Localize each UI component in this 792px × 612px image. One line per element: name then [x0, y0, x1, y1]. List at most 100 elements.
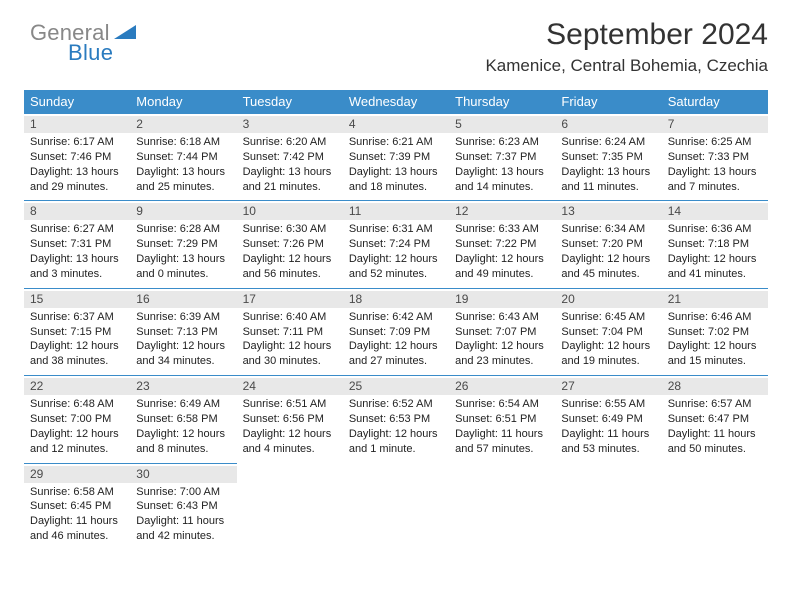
day-cell: 2 Sunrise: 6:18 AMSunset: 7:44 PMDaylight…	[130, 114, 236, 201]
day-header: Friday	[555, 90, 661, 114]
day-details: Sunrise: 6:28 AMSunset: 7:29 PMDaylight:…	[130, 222, 236, 281]
table-row: 22 Sunrise: 6:48 AMSunset: 7:00 PMDayligh…	[24, 376, 768, 463]
day-number: 27	[555, 378, 661, 395]
day-cell: 25 Sunrise: 6:52 AMSunset: 6:53 PMDayligh…	[343, 376, 449, 463]
header: General Blue September 2024 Kamenice, Ce…	[24, 18, 768, 76]
day-cell: 8 Sunrise: 6:27 AMSunset: 7:31 PMDaylight…	[24, 201, 130, 288]
day-number: 14	[662, 203, 768, 220]
day-cell: 19Sunrise: 6:43 AMSunset: 7:07 PMDayligh…	[449, 288, 555, 375]
day-details: Sunrise: 6:17 AMSunset: 7:46 PMDaylight:…	[24, 135, 130, 194]
day-details: Sunrise: 6:24 AMSunset: 7:35 PMDaylight:…	[555, 135, 661, 194]
day-header: Sunday	[24, 90, 130, 114]
day-details: Sunrise: 6:48 AMSunset: 7:00 PMDaylight:…	[24, 397, 130, 456]
day-number: 21	[662, 291, 768, 308]
day-header: Thursday	[449, 90, 555, 114]
day-number: 17	[237, 291, 343, 308]
day-cell: 23Sunrise: 6:49 AMSunset: 6:58 PMDayligh…	[130, 376, 236, 463]
day-details: Sunrise: 6:27 AMSunset: 7:31 PMDaylight:…	[24, 222, 130, 281]
day-cell: 30 Sunrise: 7:00 AMSunset: 6:43 PMDayligh…	[130, 463, 236, 550]
table-row: 1 Sunrise: 6:17 AMSunset: 7:46 PMDaylight…	[24, 114, 768, 201]
day-cell: 3 Sunrise: 6:20 AMSunset: 7:42 PMDaylight…	[237, 114, 343, 201]
day-number: 3	[237, 116, 343, 133]
day-header: Monday	[130, 90, 236, 114]
day-details: Sunrise: 6:18 AMSunset: 7:44 PMDaylight:…	[130, 135, 236, 194]
day-details: Sunrise: 6:54 AMSunset: 6:51 PMDaylight:…	[449, 397, 555, 456]
day-cell: 11Sunrise: 6:31 AMSunset: 7:24 PMDayligh…	[343, 201, 449, 288]
day-number: 29	[24, 466, 130, 483]
day-header: Saturday	[662, 90, 768, 114]
day-details: Sunrise: 6:23 AMSunset: 7:37 PMDaylight:…	[449, 135, 555, 194]
day-cell: 22 Sunrise: 6:48 AMSunset: 7:00 PMDayligh…	[24, 376, 130, 463]
day-cell	[555, 463, 661, 550]
day-details: Sunrise: 6:37 AMSunset: 7:15 PMDaylight:…	[24, 310, 130, 369]
day-header: Wednesday	[343, 90, 449, 114]
day-cell: 24Sunrise: 6:51 AMSunset: 6:56 PMDayligh…	[237, 376, 343, 463]
title-block: September 2024 Kamenice, Central Bohemia…	[485, 18, 768, 76]
day-details: Sunrise: 6:21 AMSunset: 7:39 PMDaylight:…	[343, 135, 449, 194]
day-details: Sunrise: 6:42 AMSunset: 7:09 PMDaylight:…	[343, 310, 449, 369]
day-header: Tuesday	[237, 90, 343, 114]
day-cell: 27 Sunrise: 6:55 AMSunset: 6:49 PMDayligh…	[555, 376, 661, 463]
day-details: Sunrise: 6:20 AMSunset: 7:42 PMDaylight:…	[237, 135, 343, 194]
day-number: 15	[24, 291, 130, 308]
day-number: 23	[130, 378, 236, 395]
day-details: Sunrise: 6:55 AMSunset: 6:49 PMDaylight:…	[555, 397, 661, 456]
day-number: 30	[130, 466, 236, 483]
day-cell: 28 Sunrise: 6:57 AMSunset: 6:47 PMDayligh…	[662, 376, 768, 463]
day-cell: 4Sunrise: 6:21 AMSunset: 7:39 PMDaylight…	[343, 114, 449, 201]
day-details: Sunrise: 6:30 AMSunset: 7:26 PMDaylight:…	[237, 222, 343, 281]
day-details: Sunrise: 6:46 AMSunset: 7:02 PMDaylight:…	[662, 310, 768, 369]
day-cell	[237, 463, 343, 550]
location: Kamenice, Central Bohemia, Czechia	[485, 56, 768, 76]
day-cell: 17 Sunrise: 6:40 AMSunset: 7:11 PMDayligh…	[237, 288, 343, 375]
day-number: 9	[130, 203, 236, 220]
day-details: Sunrise: 6:39 AMSunset: 7:13 PMDaylight:…	[130, 310, 236, 369]
day-number: 19	[449, 291, 555, 308]
day-number: 28	[662, 378, 768, 395]
day-details: Sunrise: 6:45 AMSunset: 7:04 PMDaylight:…	[555, 310, 661, 369]
day-details: Sunrise: 6:33 AMSunset: 7:22 PMDaylight:…	[449, 222, 555, 281]
day-cell: 14 Sunrise: 6:36 AMSunset: 7:18 PMDayligh…	[662, 201, 768, 288]
logo: General Blue	[30, 20, 138, 66]
day-number: 20	[555, 291, 661, 308]
day-number: 10	[237, 203, 343, 220]
table-row: 15 Sunrise: 6:37 AMSunset: 7:15 PMDayligh…	[24, 288, 768, 375]
day-number: 12	[449, 203, 555, 220]
day-number: 5	[449, 116, 555, 133]
day-cell	[449, 463, 555, 550]
day-cell: 26Sunrise: 6:54 AMSunset: 6:51 PMDayligh…	[449, 376, 555, 463]
day-number: 13	[555, 203, 661, 220]
day-number: 22	[24, 378, 130, 395]
page-title: September 2024	[485, 18, 768, 52]
day-details: Sunrise: 7:00 AMSunset: 6:43 PMDaylight:…	[130, 485, 236, 544]
day-cell	[662, 463, 768, 550]
day-number: 7	[662, 116, 768, 133]
day-cell: 1 Sunrise: 6:17 AMSunset: 7:46 PMDaylight…	[24, 114, 130, 201]
day-details: Sunrise: 6:25 AMSunset: 7:33 PMDaylight:…	[662, 135, 768, 194]
logo-triangle-icon	[114, 23, 138, 46]
day-cell: 20 Sunrise: 6:45 AMSunset: 7:04 PMDayligh…	[555, 288, 661, 375]
day-number: 6	[555, 116, 661, 133]
day-number: 16	[130, 291, 236, 308]
day-number: 1	[24, 116, 130, 133]
day-number: 18	[343, 291, 449, 308]
table-row: 29 Sunrise: 6:58 AMSunset: 6:45 PMDayligh…	[24, 463, 768, 550]
day-cell: 6 Sunrise: 6:24 AMSunset: 7:35 PMDaylight…	[555, 114, 661, 201]
day-details: Sunrise: 6:40 AMSunset: 7:11 PMDaylight:…	[237, 310, 343, 369]
day-details: Sunrise: 6:36 AMSunset: 7:18 PMDaylight:…	[662, 222, 768, 281]
day-number: 2	[130, 116, 236, 133]
day-cell: 12 Sunrise: 6:33 AMSunset: 7:22 PMDayligh…	[449, 201, 555, 288]
day-number: 8	[24, 203, 130, 220]
day-cell: 10 Sunrise: 6:30 AMSunset: 7:26 PMDayligh…	[237, 201, 343, 288]
day-cell: 16 Sunrise: 6:39 AMSunset: 7:13 PMDayligh…	[130, 288, 236, 375]
day-details: Sunrise: 6:57 AMSunset: 6:47 PMDaylight:…	[662, 397, 768, 456]
day-details: Sunrise: 6:34 AMSunset: 7:20 PMDaylight:…	[555, 222, 661, 281]
day-cell: 9 Sunrise: 6:28 AMSunset: 7:29 PMDaylight…	[130, 201, 236, 288]
day-number: 25	[343, 378, 449, 395]
day-details: Sunrise: 6:58 AMSunset: 6:45 PMDaylight:…	[24, 485, 130, 544]
day-header-row: Sunday Monday Tuesday Wednesday Thursday…	[24, 90, 768, 114]
calendar-table: Sunday Monday Tuesday Wednesday Thursday…	[24, 90, 768, 550]
day-details: Sunrise: 6:31 AMSunset: 7:24 PMDaylight:…	[343, 222, 449, 281]
day-details: Sunrise: 6:52 AMSunset: 6:53 PMDaylight:…	[343, 397, 449, 456]
day-cell: 15 Sunrise: 6:37 AMSunset: 7:15 PMDayligh…	[24, 288, 130, 375]
